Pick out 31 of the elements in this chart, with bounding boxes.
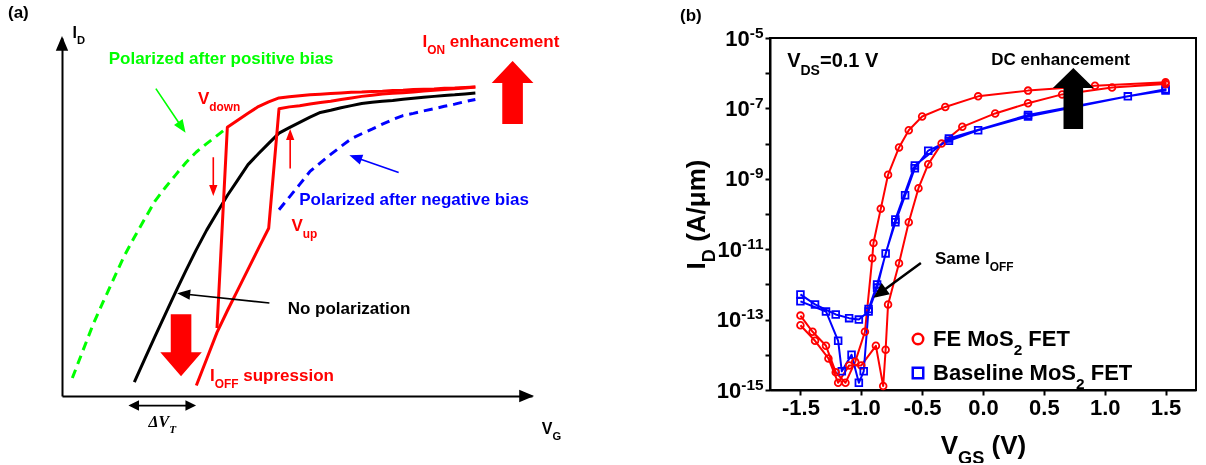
y-tick-label: 10$^{-15}$: [716, 375, 764, 403]
annotation: V$_{DS}$=0.1 V: [787, 49, 879, 79]
legend-label: Baseline MoS$_{2}$ FET: [933, 360, 1133, 392]
x-tick-label: 0.0: [968, 394, 999, 420]
y-axis-title: I$_{D}$: [72, 23, 86, 46]
text: No polarization: [287, 298, 411, 318]
annotation: I$_{OFF}$ supression: [209, 365, 334, 391]
annotation: V$_{down}$: [198, 89, 241, 115]
y-tick-label: 10$^{-11}$: [717, 234, 764, 262]
chart-title: (a): [8, 3, 29, 22]
text: Polarized after positive bias: [108, 49, 334, 68]
y-tick-label: 10$^{-7}$: [725, 93, 764, 121]
x-tick-label: 0.5: [1029, 394, 1060, 420]
annotation: V$_{up}$: [291, 216, 318, 242]
x-axis-title: V$_{G}$: [541, 419, 562, 442]
text: ΔV$_{T}$: [147, 413, 178, 436]
y-tick-label: 10$^{-9}$: [725, 163, 764, 192]
annotation: DC enhancement: [991, 50, 1131, 70]
y-tick-label: 10$^{-13}$: [716, 304, 764, 333]
y-tick-label: 10$^{-5}$: [725, 23, 764, 51]
x-tick-label: 1.5: [1150, 394, 1182, 420]
chart-title: (b): [680, 6, 702, 25]
annotation: Same I$_{OFF}$: [934, 248, 1014, 274]
x-tick-label: 1.0: [1089, 394, 1121, 420]
x-tick-label: -0.5: [903, 394, 942, 420]
legend-label: Polarized after negative bias: [299, 190, 529, 210]
x-tick-label: -1.0: [842, 394, 881, 420]
text: I$_{ON}$ enhancement: [422, 31, 560, 57]
x-axis-title: V$_{GS}$ (V): [940, 429, 1027, 465]
legend-label: FE MoS$_{2}$ FET: [933, 326, 1071, 358]
x-tick-label: -1.5: [781, 394, 820, 420]
